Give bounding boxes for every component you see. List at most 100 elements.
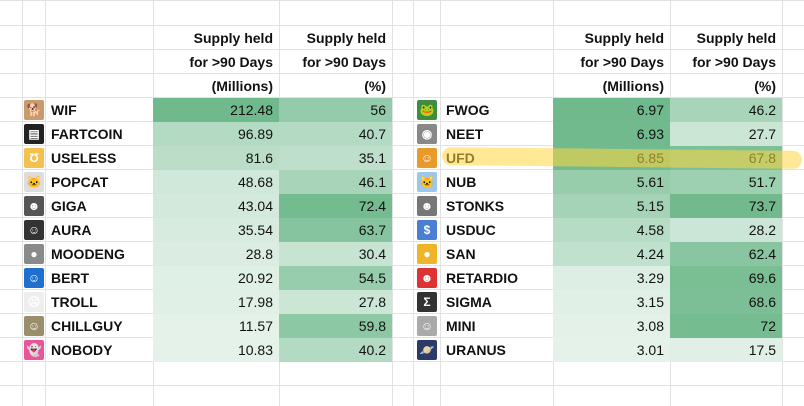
- chill-dog-icon: ☺: [24, 316, 44, 336]
- percent-cell: 69.6: [670, 266, 782, 290]
- header-pct-line: Supply held: [306, 30, 386, 46]
- supply-cell: 10.83: [153, 338, 279, 362]
- useless-logo-icon: Ʊ: [24, 148, 44, 168]
- header-pct-line: (%): [364, 78, 386, 94]
- percent-cell: 62.4: [670, 242, 782, 266]
- supply-cell: 6.93: [553, 122, 670, 146]
- grid-column-line: [413, 0, 414, 406]
- header-pct-line: (%): [754, 78, 776, 94]
- grid-row-line: [0, 337, 804, 338]
- grid-column-line: [782, 0, 783, 406]
- grid-column-line: [22, 0, 23, 406]
- token-name: GIGA: [51, 198, 87, 214]
- aura-icon: ☺: [24, 220, 44, 240]
- token-name: CHILLGUY: [51, 318, 123, 334]
- percent-cell: 35.1: [279, 146, 392, 170]
- supply-cell: 3.29: [553, 266, 670, 290]
- grid-row-line: [0, 193, 804, 194]
- supply-cell: 3.01: [553, 338, 670, 362]
- supply-cell: 4.24: [553, 242, 670, 266]
- giga-face-icon: ☻: [24, 196, 44, 216]
- grid-row-line: [0, 385, 804, 386]
- token-name: USELESS: [51, 150, 117, 166]
- token-name: AURA: [51, 222, 92, 238]
- token-name: MINI: [446, 318, 476, 334]
- token-name: NOBODY: [51, 342, 113, 358]
- token-name: URANUS: [446, 342, 506, 358]
- grid-column-line: [440, 0, 441, 406]
- percent-cell: 54.5: [279, 266, 392, 290]
- header-supply-line: for >90 Days: [189, 54, 273, 70]
- percent-cell: 46.2: [670, 98, 782, 122]
- bert-icon: ☺: [24, 268, 44, 288]
- supply-cell: 17.98: [153, 290, 279, 314]
- supply-cell: 212.48: [153, 98, 279, 122]
- supply-cell: 3.15: [553, 290, 670, 314]
- supply-cell: 43.04: [153, 194, 279, 218]
- ghost-icon: 👻: [24, 340, 44, 360]
- dog-hat-icon: 🐕: [24, 100, 44, 120]
- percent-cell: 63.7: [279, 218, 392, 242]
- supply-cell: 20.92: [153, 266, 279, 290]
- supply-cell: 96.89: [153, 122, 279, 146]
- percent-cell: 27.7: [670, 122, 782, 146]
- grid-column-line: [392, 0, 393, 406]
- grid-row-line: [0, 217, 804, 218]
- percent-cell: 72: [670, 314, 782, 338]
- supply-cell: 4.58: [553, 218, 670, 242]
- token-name: NEET: [446, 126, 484, 142]
- grid-row-line: [0, 121, 804, 122]
- token-name: NUB: [446, 174, 477, 190]
- header-supply-line: for >90 Days: [580, 54, 664, 70]
- grid-row-line: [0, 145, 804, 146]
- token-name: SIGMA: [446, 294, 492, 310]
- fartcoin-icon: ▤: [24, 124, 44, 144]
- token-name: BERT: [51, 270, 90, 286]
- header-supply-line: (Millions): [211, 78, 273, 94]
- header-pct-line: for >90 Days: [692, 54, 776, 70]
- supply-cell: 5.15: [553, 194, 670, 218]
- grid-row-line: [0, 313, 804, 314]
- token-name: FWOG: [446, 102, 490, 118]
- troll-face-icon: ☹: [24, 292, 44, 312]
- sigma-face-icon: Σ: [417, 292, 437, 312]
- percent-cell: 56: [279, 98, 392, 122]
- grid-row-line: [0, 241, 804, 242]
- usduc-icon: $: [417, 220, 437, 240]
- token-name: TROLL: [51, 294, 98, 310]
- ufd-icon: ☺: [417, 148, 437, 168]
- grid-row-line: [0, 97, 804, 98]
- header-pct-line: Supply held: [696, 30, 776, 46]
- header-supply-line: Supply held: [584, 30, 664, 46]
- supply-cell: 28.8: [153, 242, 279, 266]
- grid-row-line: [0, 73, 804, 74]
- grid-row-line: [0, 49, 804, 50]
- grid-column-line: [45, 0, 46, 406]
- highlighter-mark: [441, 147, 803, 169]
- percent-cell: 72.4: [279, 194, 392, 218]
- token-name: USDUC: [446, 222, 496, 238]
- supply-cell: 35.54: [153, 218, 279, 242]
- percent-cell: 17.5: [670, 338, 782, 362]
- token-name: POPCAT: [51, 174, 109, 190]
- header-supply-line: (Millions): [602, 78, 664, 94]
- grid-row-line: [0, 169, 804, 170]
- supply-cell: 6.97: [553, 98, 670, 122]
- percent-cell: 68.6: [670, 290, 782, 314]
- percent-cell: 28.2: [670, 218, 782, 242]
- coin-icon: ●: [417, 244, 437, 264]
- header-pct-line: for >90 Days: [302, 54, 386, 70]
- token-name: FARTCOIN: [51, 126, 123, 142]
- token-name: WIF: [51, 102, 77, 118]
- retardio-face-icon: ☻: [417, 268, 437, 288]
- neet-icon: ◉: [417, 124, 437, 144]
- token-name: MOODENG: [51, 246, 125, 262]
- token-name: SAN: [446, 246, 476, 262]
- grid-row-line: [0, 361, 804, 362]
- supply-cell: 48.68: [153, 170, 279, 194]
- grid-row-line: [0, 289, 804, 290]
- token-name: STONKS: [446, 198, 505, 214]
- stonks-man-icon: ☻: [417, 196, 437, 216]
- mini-icon: ☺: [417, 316, 437, 336]
